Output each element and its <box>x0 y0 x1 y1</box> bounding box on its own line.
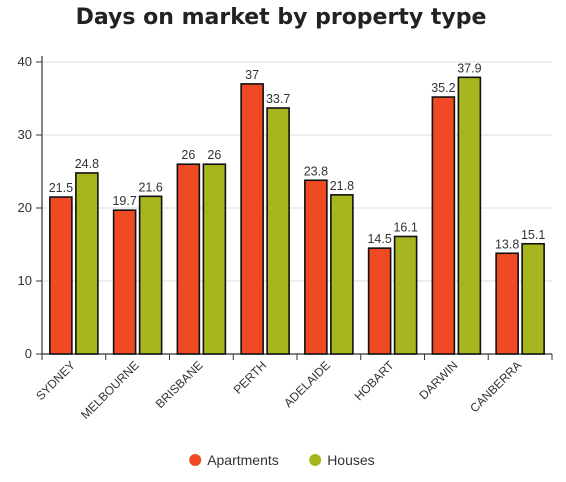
data-label: 16.1 <box>393 220 417 234</box>
bar-apartments <box>431 96 456 355</box>
data-label: 37.9 <box>457 61 481 75</box>
data-label: 21.6 <box>138 180 162 194</box>
legend-marker-apartments <box>189 454 202 466</box>
bar-houses <box>266 107 290 355</box>
x-tick-label: PERTH <box>231 358 270 397</box>
bar-apartments <box>240 83 264 355</box>
legend-label: Houses <box>327 452 374 468</box>
legend-label: Apartments <box>207 452 279 468</box>
x-tick-label: BRISBANE <box>153 358 206 411</box>
x-tick-label: CANBERRA <box>467 358 524 415</box>
bar-houses <box>457 76 482 355</box>
bar-houses <box>138 195 163 355</box>
data-label: 26 <box>207 148 221 162</box>
x-tick-label: ADELAIDE <box>281 358 333 410</box>
bar-apartments <box>367 247 392 355</box>
bar-houses <box>75 172 99 355</box>
bar-houses <box>521 242 545 355</box>
x-tick-label: MELBOURNE <box>78 358 142 422</box>
x-tick-label: HOBART <box>352 358 398 404</box>
data-label: 15.1 <box>521 228 545 242</box>
legend-marker-houses <box>309 454 322 466</box>
data-label: 21.5 <box>49 181 73 195</box>
data-label: 26 <box>181 148 195 162</box>
x-tick-label: DARWIN <box>416 358 460 402</box>
data-label: 24.8 <box>75 157 99 171</box>
data-label: 37 <box>245 68 259 82</box>
data-label: 35.2 <box>431 81 455 95</box>
bar-houses <box>202 163 227 355</box>
bar-houses <box>330 194 354 355</box>
legend: Apartments Houses <box>189 452 375 468</box>
chart-title: Days on market by property type <box>76 5 487 30</box>
bars <box>49 76 545 355</box>
bar-apartments <box>176 163 201 355</box>
data-label: 13.8 <box>495 237 519 251</box>
y-tick-label: 10 <box>18 273 32 288</box>
bar-houses <box>393 235 418 355</box>
data-label: 21.8 <box>330 179 354 193</box>
data-label: 23.8 <box>304 164 328 178</box>
y-tick-label: 0 <box>25 346 32 361</box>
bar-apartments <box>49 196 73 355</box>
y-tick-label: 20 <box>18 200 32 215</box>
x-tick-label: SYDNEY <box>33 358 78 403</box>
data-label: 19.7 <box>112 194 136 208</box>
bar-apartments <box>112 209 137 355</box>
data-label: 33.7 <box>266 92 290 106</box>
bar-apartments <box>495 252 519 355</box>
y-tick-label: 30 <box>18 127 32 142</box>
data-labels: 21.524.8 19.721.6 26 26 37 33.7 23.821.8 14.516… <box>49 61 546 251</box>
y-tick-label: 40 <box>18 54 32 69</box>
bar-apartments <box>304 179 328 355</box>
data-label: 14.5 <box>367 232 391 246</box>
